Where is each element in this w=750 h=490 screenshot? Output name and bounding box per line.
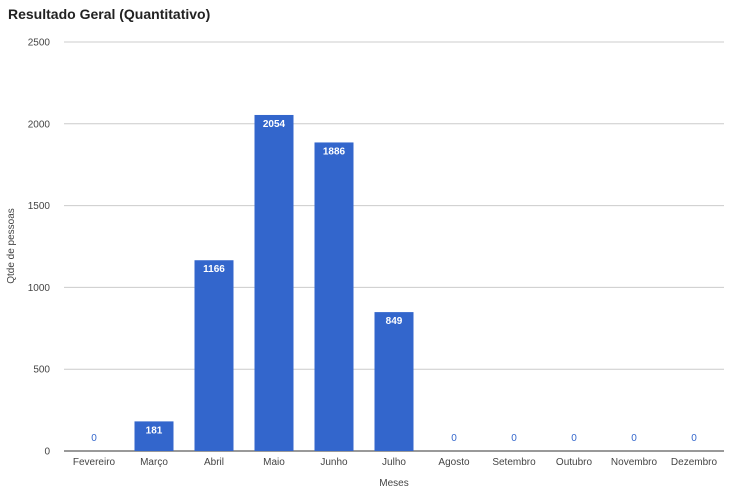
x-tick-label: Abril (204, 457, 224, 468)
data-label: 0 (691, 433, 697, 444)
chart-title: Resultado Geral (Quantitativo) (8, 6, 211, 22)
x-tick-label: Junho (320, 457, 348, 468)
y-tick-label: 1000 (28, 283, 51, 294)
bar (254, 114, 294, 451)
data-label: 2054 (263, 119, 286, 130)
bars (134, 114, 414, 452)
bar (194, 260, 234, 451)
y-tick-label: 500 (33, 365, 50, 376)
data-label: 1166 (203, 264, 225, 275)
data-label: 0 (631, 433, 637, 444)
y-axis-ticks: 0 500 1000 1500 2000 2500 (28, 38, 51, 458)
x-tick-label: Julho (382, 457, 406, 468)
x-tick-label: Setembro (492, 457, 536, 468)
x-axis-title: Meses (379, 478, 408, 489)
x-tick-label: Fevereiro (73, 457, 116, 468)
x-tick-label: Novembro (611, 457, 658, 468)
x-tick-label: Agosto (438, 457, 470, 468)
data-label: 0 (91, 433, 97, 444)
x-tick-label: Outubro (556, 457, 593, 468)
x-tick-label: Dezembro (671, 457, 718, 468)
x-tick-label: Maio (263, 457, 285, 468)
data-label: 1886 (323, 146, 346, 157)
data-label: 0 (571, 433, 577, 444)
data-labels: 0 181 1166 2054 1886 849 0 0 0 0 0 (91, 119, 697, 444)
bar (374, 312, 414, 451)
bar (314, 142, 354, 452)
y-axis-title: Qtde de pessoas (6, 208, 17, 284)
data-label: 0 (451, 433, 457, 444)
y-tick-label: 0 (44, 447, 50, 458)
data-label: 181 (146, 425, 163, 436)
data-label: 0 (511, 433, 517, 444)
bar (134, 421, 174, 451)
y-tick-label: 2000 (28, 119, 51, 130)
x-axis-ticks: Fevereiro Março Abril Maio Junho Julho Agosto S… (73, 457, 718, 468)
data-label: 849 (386, 316, 403, 327)
x-tick-label: Março (140, 457, 168, 468)
y-tick-label: 1500 (28, 201, 51, 212)
y-tick-label: 2500 (28, 38, 51, 49)
